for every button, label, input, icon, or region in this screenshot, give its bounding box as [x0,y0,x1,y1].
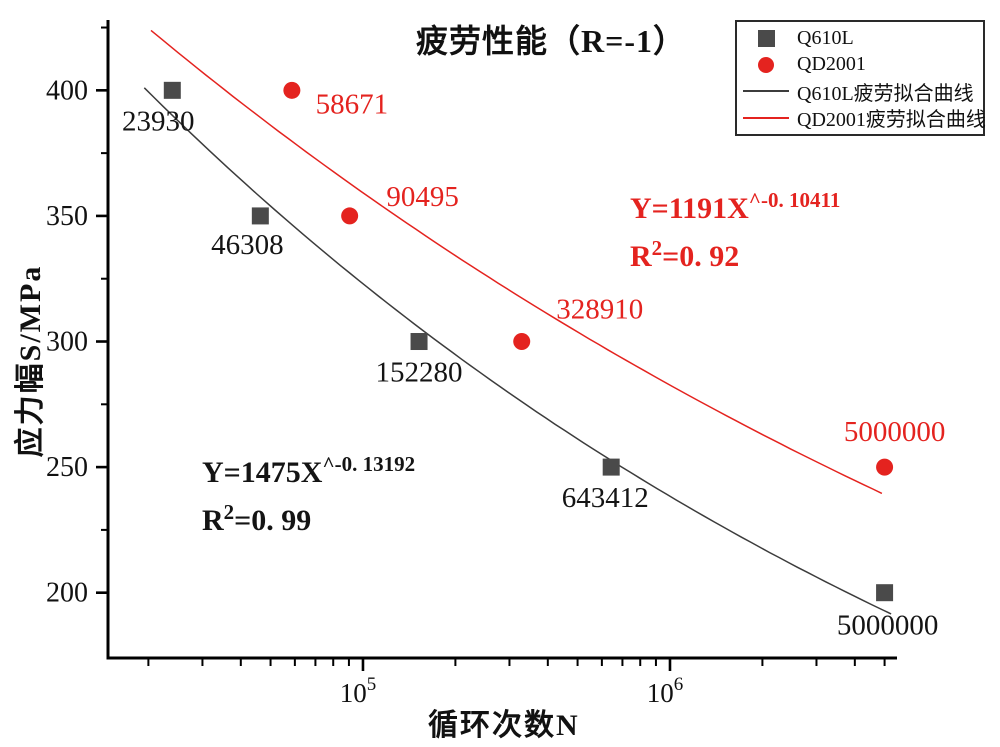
equation-text: Y=1475X [202,456,323,489]
y-tick-label: 350 [46,201,88,232]
point-label: 5000000 [837,610,939,642]
y-tick-label: 200 [46,578,88,609]
legend-item-qd2001-fit: QD2001疲劳拟合曲线 [737,105,986,132]
equation-text: Y=1191X [630,192,749,225]
black-line-icon [743,90,789,93]
qd2001-circle-icon [743,56,789,73]
point-label: 5000000 [844,416,946,448]
equation-exponent: ^-0. 13192 [322,452,416,476]
r2-sup: 2 [651,236,663,260]
legend-item-q610l-fit: Q610L疲劳拟合曲线 [737,78,983,105]
chart-title: 疲劳性能（R=-1） [416,23,687,59]
legend-label: Q610L [797,26,854,49]
point-label: 90495 [386,181,459,213]
y-tick-label: 250 [46,452,88,483]
axis-spines [106,20,897,660]
red-line-icon [743,116,789,119]
point-label: 46308 [211,229,284,261]
legend-label: QD2001疲劳拟合曲线 [797,109,986,132]
x-tick-label: 105 [340,674,377,708]
y-tick-label: 300 [46,327,88,358]
legend: Q610L QD2001 Q610L疲劳拟合曲线 QD2001疲劳拟合曲线 [735,20,986,136]
legend-label: Q610L疲劳拟合曲线 [797,82,974,105]
legend-item-qd2001: QD2001 [737,52,983,78]
r2-value: =0. 99 [234,504,312,537]
legend-label: QD2001 [797,53,866,76]
point-label: 152280 [376,357,463,389]
r2-text: R [202,504,224,537]
q610l-point [410,333,428,351]
qd2001-fit-equation: Y=1191X^-0. 10411 R2=0. 92 [630,184,840,273]
qd2001-point [341,207,359,225]
q610l-point [876,584,894,602]
r2-sup: 2 [223,500,235,524]
point-label: 58671 [316,88,389,120]
r2-text: R [630,240,652,273]
equation-exponent: ^-0. 10411 [748,188,841,212]
r2-value: =0. 92 [662,240,740,273]
point-label: 23930 [122,105,195,137]
qd2001-point [876,458,894,476]
q610l-fit-equation: Y=1475X^-0. 13192 R2=0. 99 [202,448,415,537]
q610l-point [163,81,181,99]
qd2001-point [283,81,301,99]
q610l-point [251,207,269,225]
point-label: 643412 [562,482,649,514]
x-axis-label: 循环次数N [428,709,580,742]
q610l-point [602,458,620,476]
x-tick-label: 106 [647,674,684,708]
q610l-square-icon [743,29,789,47]
fit-curve-q610l [143,87,892,615]
legend-item-q610l: Q610L [737,25,983,51]
point-label: 328910 [556,294,643,326]
y-tick-label: 400 [46,75,88,106]
fit-curve-qd2001 [150,29,883,495]
y-axis-label: 应力幅S/MPa [14,264,47,458]
qd2001-point [513,333,531,351]
